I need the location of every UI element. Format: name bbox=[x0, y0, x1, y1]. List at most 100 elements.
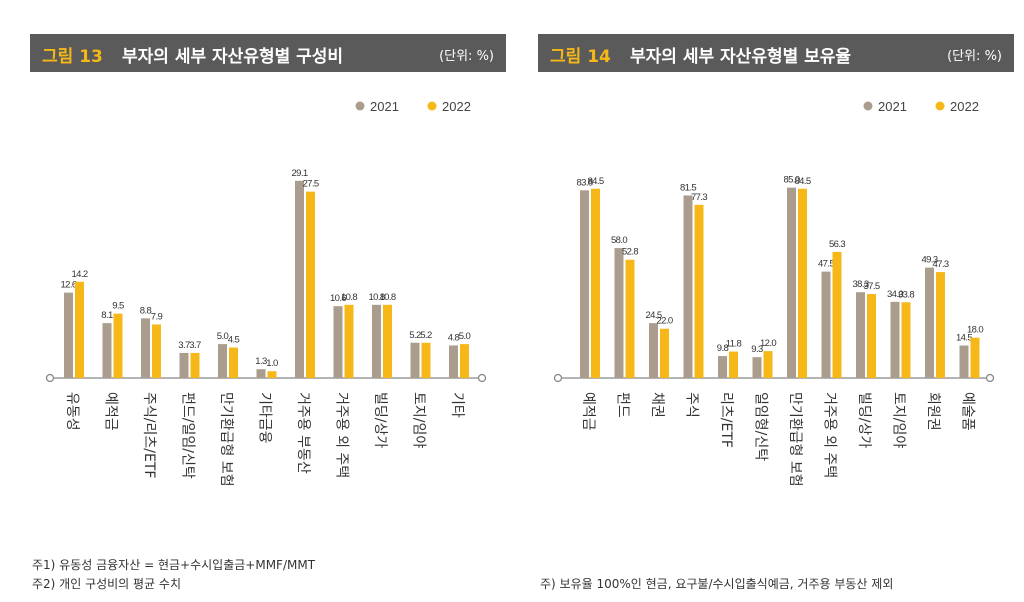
data-label-2021: 10.6 bbox=[330, 293, 346, 304]
data-label-2022: 37.5 bbox=[863, 281, 879, 292]
bar-2022 bbox=[970, 337, 980, 378]
category-group: 1.3 1.0 기타금융 bbox=[255, 356, 278, 443]
category-label: 채권 bbox=[649, 392, 665, 418]
legend-marker-2021 bbox=[863, 101, 873, 111]
category-group: 81.577.3 주식 bbox=[680, 182, 708, 418]
data-label-2022: 3.7 bbox=[189, 340, 201, 351]
category-label: 빌딩/상가 bbox=[856, 392, 872, 448]
bar-2021 bbox=[64, 292, 73, 378]
bar-2022 bbox=[267, 371, 277, 378]
category-group: 29.127.5 거주용 부동산 bbox=[291, 168, 319, 474]
data-label-2021: 4.8 bbox=[448, 332, 460, 343]
category-group: 85.084.5 만기환급형 보험 bbox=[783, 175, 811, 487]
data-label-2022: 12.0 bbox=[760, 338, 776, 349]
figure-number: 그림 13 bbox=[42, 47, 103, 67]
data-label-2022: 84.5 bbox=[587, 176, 603, 187]
unit-label: (단위: %) bbox=[439, 49, 494, 64]
bar-2021 bbox=[614, 248, 624, 378]
data-label-2021: 1.3 bbox=[255, 356, 267, 367]
category-label: 기타금융 bbox=[257, 392, 273, 444]
bar-chart-ownership: 2021 202283.884.5예적금58.052.8펀드24.522.0채권8… bbox=[553, 99, 995, 487]
bar-2022 bbox=[344, 304, 354, 378]
data-label-2021: 38.3 bbox=[852, 279, 868, 290]
data-label-2022: 1.0 bbox=[266, 358, 278, 369]
data-label-2021: 81.5 bbox=[680, 182, 696, 193]
category-label: 주식 bbox=[684, 392, 700, 418]
chart-title-bar: 그림 14 부자의 세부 자산유형별 보유율 (단위: %) bbox=[538, 34, 1014, 72]
category-label: 기타 bbox=[449, 392, 465, 418]
bar-2021 bbox=[959, 345, 969, 378]
data-label-2021: 9.8 bbox=[717, 343, 729, 354]
data-label-2021: 9.3 bbox=[751, 344, 763, 355]
chart-note-2: 주2) 개인 구성비의 평균 수치 bbox=[32, 577, 182, 591]
data-label-2021: 12.6 bbox=[60, 280, 76, 291]
category-group: 10.810.8 빌딩/상가 bbox=[368, 292, 396, 449]
category-label: 예적금 bbox=[103, 392, 119, 431]
legend-label-2022: 2022 bbox=[950, 99, 979, 114]
category-label: 빌딩/상가 bbox=[372, 392, 388, 448]
bar-chart-composition: 2021 2022 12.614.2 유동성 8.19.5 예적금 8.87.9 주식/리츠/… bbox=[45, 99, 487, 487]
data-label-2022: 84.5 bbox=[794, 176, 810, 187]
data-label-2022: 33.8 bbox=[898, 289, 914, 300]
bar-2022 bbox=[460, 344, 469, 378]
category-label: 예적금 bbox=[580, 392, 596, 431]
category-label: 예술품 bbox=[960, 392, 976, 431]
category-label: 주식/리츠/ETF bbox=[141, 392, 157, 478]
bar-2021 bbox=[218, 344, 227, 378]
category-group: 24.522.0 채권 bbox=[645, 310, 673, 418]
data-label-2021: 47.5 bbox=[818, 259, 834, 270]
chart-title: 부자의 세부 자산유형별 보유율 bbox=[630, 47, 852, 67]
category-group: 3.7 3.7 펀드/일임/신탁 bbox=[178, 340, 201, 479]
chart-panel-14: 그림 14 부자의 세부 자산유형별 보유율 (단위: %) 2021 2022 8… bbox=[538, 0, 1014, 602]
category-group: 9.312.0 일임형/신탁 bbox=[751, 338, 777, 461]
data-label-2021: 14.5 bbox=[956, 333, 972, 344]
data-label-2021: 34.0 bbox=[887, 289, 903, 300]
bar-2021 bbox=[683, 195, 693, 378]
chart-note-1: 주) 보유율 100%인 현금, 요구불/수시입출식예금, 거주용 부동산 제외 bbox=[540, 577, 894, 591]
data-label-2021: 3.7 bbox=[178, 340, 190, 351]
bar-2022 bbox=[901, 302, 911, 378]
bar-2021 bbox=[256, 369, 266, 378]
data-label-2021: 49.3 bbox=[921, 255, 937, 266]
bar-2021 bbox=[787, 187, 796, 378]
category-group: 49.347.3 회원권 bbox=[921, 255, 949, 431]
data-label-2022: 5.0 bbox=[459, 331, 471, 342]
data-label-2021: 83.8 bbox=[576, 177, 592, 188]
category-group: 58.052.8 펀드 bbox=[611, 235, 639, 418]
category-group: 47.5 56.3 거주용 외 주택 bbox=[818, 239, 846, 478]
bar-2022 bbox=[798, 188, 807, 378]
category-label: 리츠/ETF bbox=[718, 392, 734, 448]
category-label: 만기환급형 보험 bbox=[787, 392, 803, 487]
data-label-2022: 4.5 bbox=[228, 335, 240, 346]
data-label-2022: 10.8 bbox=[341, 292, 357, 303]
legend-label-2022: 2022 bbox=[442, 99, 471, 114]
unit-label: (단위: %) bbox=[947, 49, 1002, 64]
axis-end-right bbox=[985, 373, 995, 383]
data-label-2021: 58.0 bbox=[611, 235, 627, 246]
legend-marker-2022 bbox=[427, 101, 437, 111]
data-label-2021: 85.0 bbox=[783, 175, 799, 186]
bar-2022 bbox=[229, 347, 238, 378]
data-label-2022: 77.3 bbox=[691, 192, 707, 203]
bar-2022 bbox=[75, 281, 84, 378]
data-label-2022: 52.8 bbox=[622, 247, 638, 258]
category-label: 유동성 bbox=[64, 392, 80, 431]
category-label: 거주용 외 주택 bbox=[822, 392, 838, 478]
data-label-2022: 5.2 bbox=[420, 330, 432, 341]
bar-2021 bbox=[856, 292, 865, 378]
data-label-2021: 8.8 bbox=[140, 305, 152, 316]
category-group: 8.19.5 예적금 bbox=[101, 301, 124, 431]
bar-2021 bbox=[890, 301, 900, 378]
bar-2022 bbox=[763, 351, 773, 378]
data-label-2021: 10.8 bbox=[368, 292, 384, 303]
category-label: 토지/임야 bbox=[411, 392, 427, 448]
axis-end-left bbox=[45, 373, 55, 383]
category-label: 만기환급형 보험 bbox=[218, 392, 234, 487]
axis-end-right bbox=[477, 373, 487, 383]
category-group: 14.518.0 예술품 bbox=[956, 325, 984, 431]
bar-2021 bbox=[333, 306, 343, 378]
data-label-2022: 27.5 bbox=[302, 179, 318, 190]
legend-marker-2022 bbox=[935, 101, 945, 111]
data-label-2021: 8.1 bbox=[101, 310, 113, 321]
data-label-2021: 5.0 bbox=[217, 331, 229, 342]
